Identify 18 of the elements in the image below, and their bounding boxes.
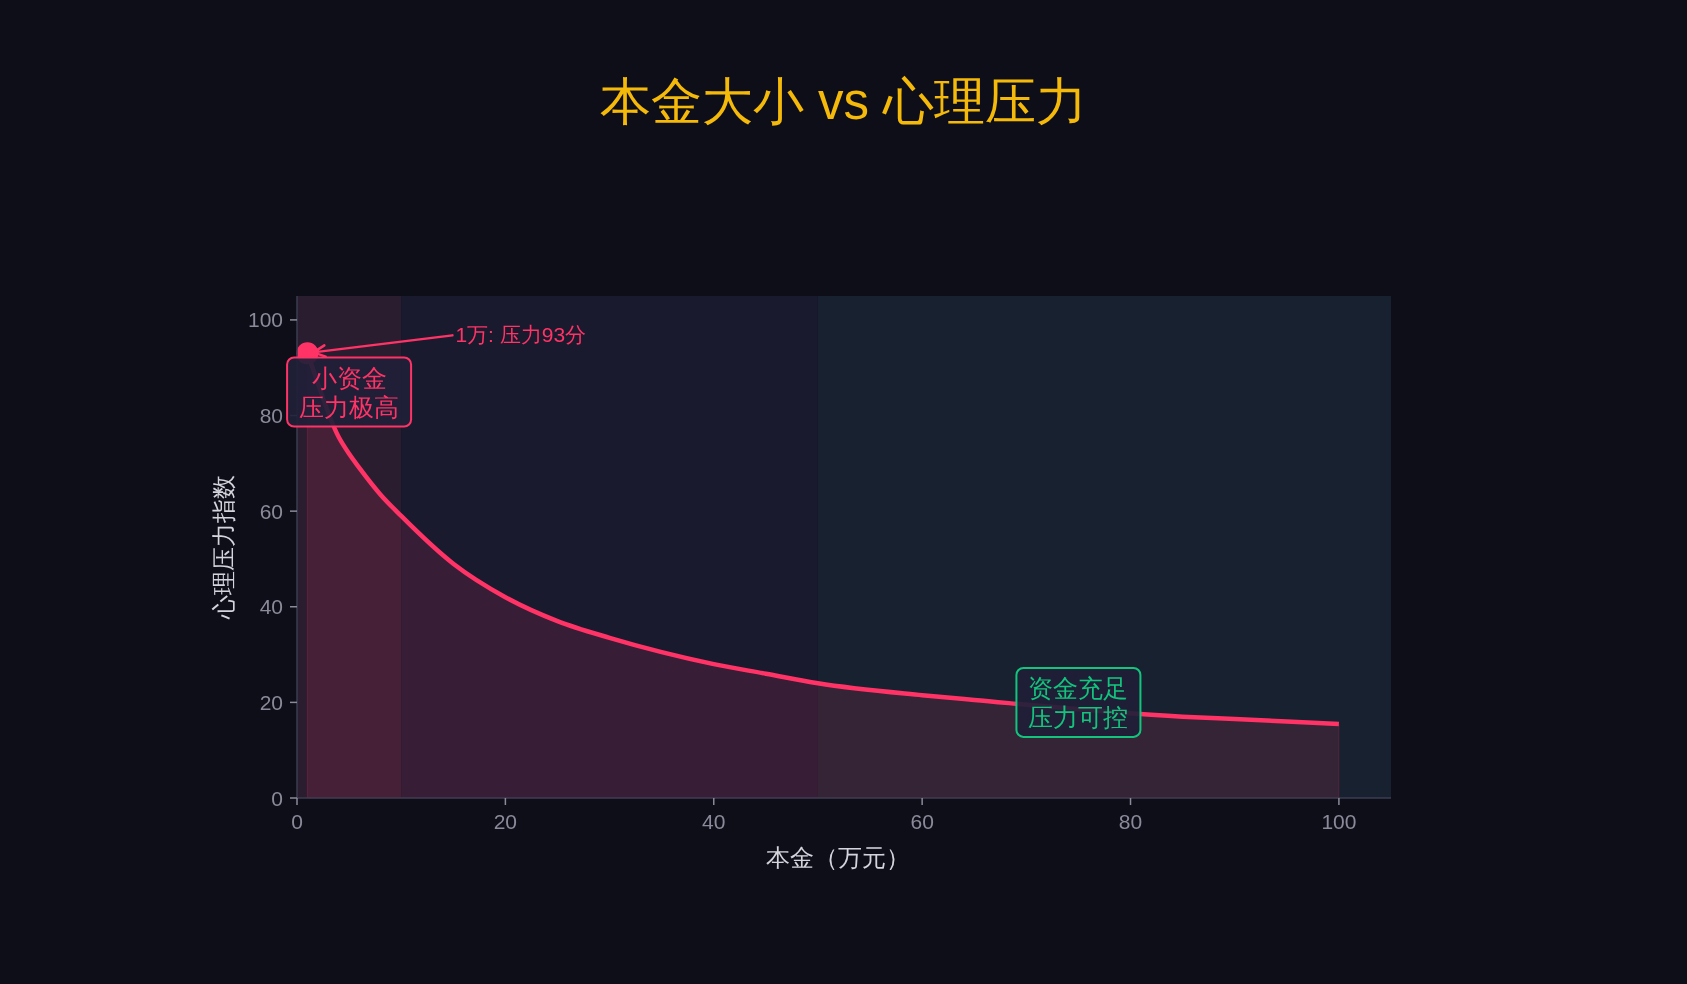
x-tick-label: 100: [1321, 810, 1357, 833]
y-tick-label: 40: [259, 595, 283, 619]
y-tick-label: 20: [259, 690, 283, 714]
y-tick-label: 80: [259, 404, 283, 428]
x-tick-label: 80: [1118, 810, 1143, 833]
chart-title: 本金大小 vs 心理压力: [599, 73, 1088, 130]
band-label: 小资金压力极高: [299, 363, 400, 421]
y-tick-label: 60: [259, 499, 283, 523]
y-tick-label: 0: [271, 786, 283, 810]
annotation: 1万: 压力93分: [455, 323, 587, 347]
x-tick-label: 60: [910, 810, 934, 833]
y-tick-label: 100: [247, 308, 283, 332]
x-axis-title: 本金（万元）: [766, 844, 910, 871]
x-tick-label: 40: [702, 810, 726, 833]
y-axis-title: 心理压力指数: [210, 475, 237, 620]
x-tick-label: 20: [493, 810, 518, 833]
annotation: 资金充足压力可控: [1028, 673, 1129, 731]
x-tick-label: 0: [291, 810, 303, 833]
